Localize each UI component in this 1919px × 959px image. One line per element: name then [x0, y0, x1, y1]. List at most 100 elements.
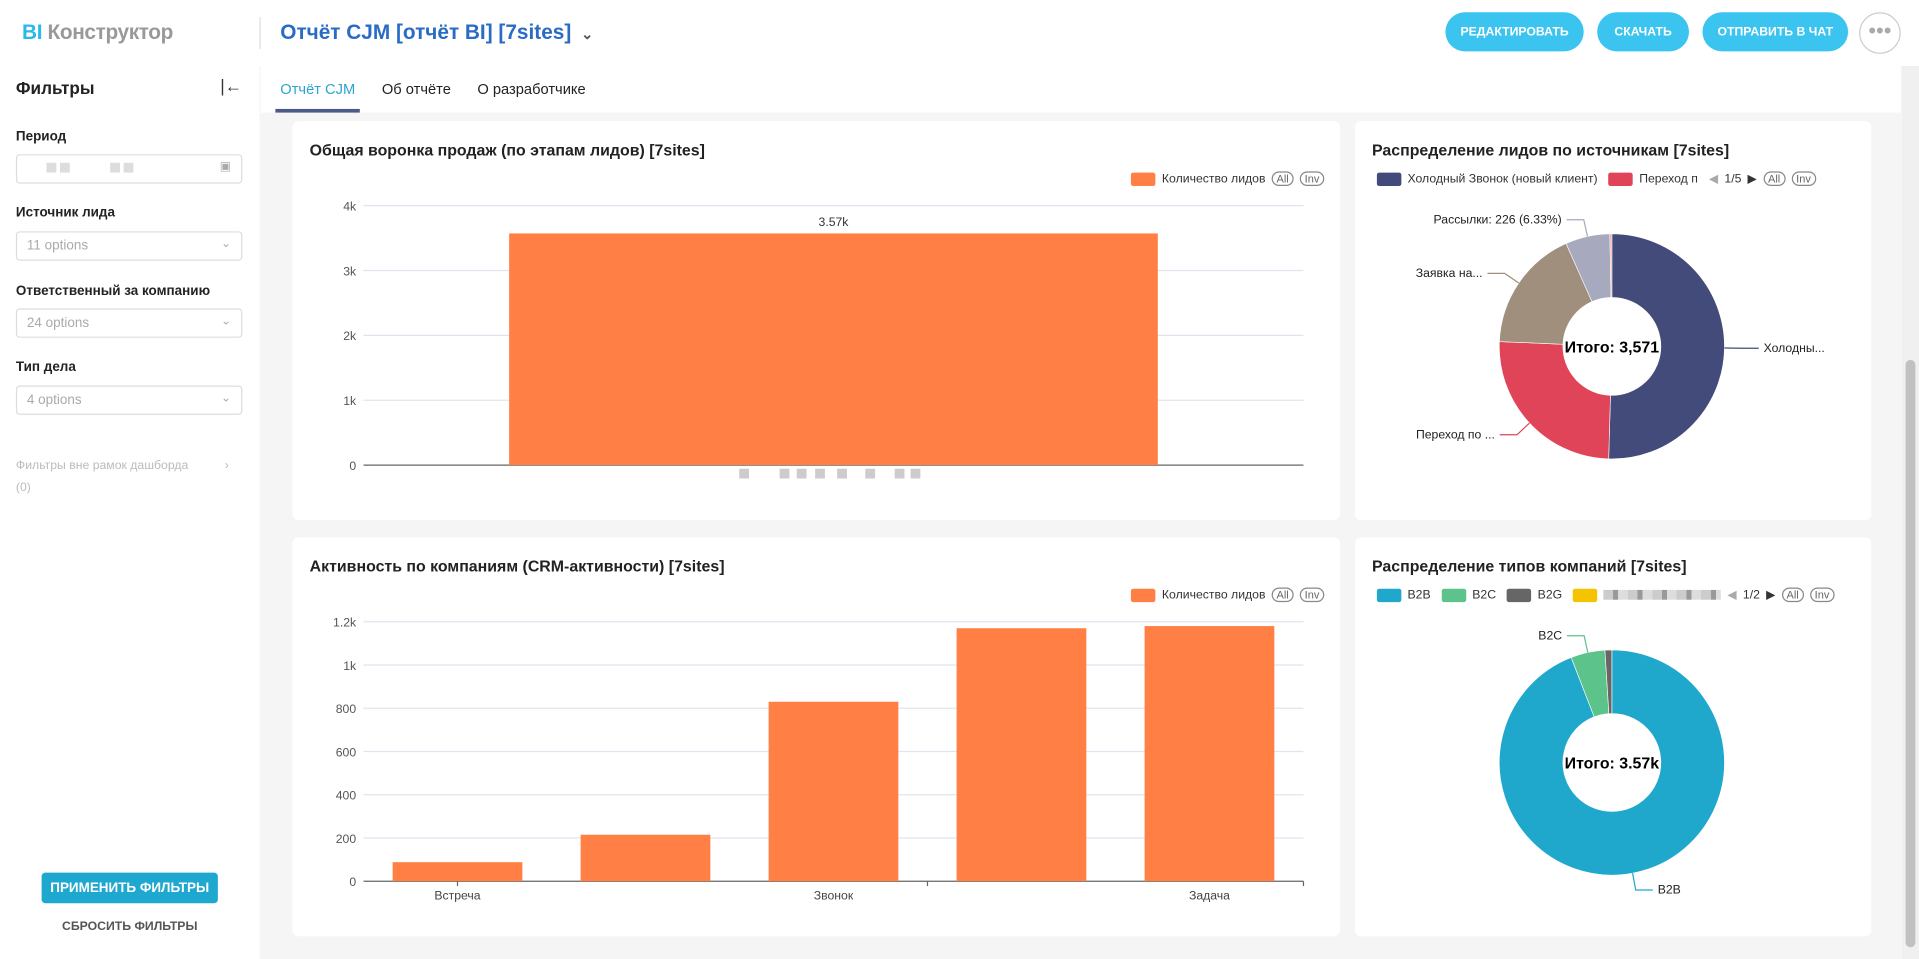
legend-next-icon[interactable]: ▶: [1747, 171, 1757, 186]
label-line: [1566, 635, 1589, 653]
calendar-icon[interactable]: ▣: [219, 160, 232, 174]
chart-legend: Количество лидов All Inv: [1131, 587, 1325, 603]
pie-slice[interactable]: [1609, 233, 1613, 298]
legend-swatch[interactable]: [1441, 588, 1467, 602]
legend-all-button[interactable]: All: [1271, 587, 1294, 603]
redacted-label: [910, 468, 921, 479]
y-tick-label: 4k: [343, 200, 357, 214]
legend-swatch[interactable]: [1376, 171, 1402, 186]
legend-invert-button[interactable]: Inv: [1809, 587, 1835, 603]
period-date-input[interactable]: ▣: [15, 154, 243, 184]
chart-title: Распределение лидов по источникам [7site…: [1371, 140, 1730, 160]
bar[interactable]: [580, 834, 711, 882]
pie-total-label: Итого: 3.57k: [1565, 756, 1660, 773]
slice-label: Заявка на...: [1416, 266, 1483, 280]
tab-about-report[interactable]: Об отчёте: [381, 80, 451, 98]
y-tick-label: 200: [336, 832, 357, 846]
lead-sources-chart-card: Распределение лидов по источникам [7site…: [1354, 121, 1872, 521]
bar[interactable]: [392, 862, 523, 882]
chevron-right-icon: ›: [224, 458, 229, 473]
collapse-sidebar-icon[interactable]: |←: [220, 75, 242, 96]
divider: [259, 17, 261, 49]
report-title[interactable]: Отчёт CJM [отчёт BI] [7sites] ⌄: [280, 21, 593, 45]
label-line: [1566, 219, 1589, 237]
redacted-legend-label: [1603, 589, 1722, 600]
more-options-button[interactable]: •••: [1859, 12, 1901, 54]
legend-swatch[interactable]: [1608, 171, 1634, 186]
redacted-label: [865, 468, 876, 479]
tab-report-cjm[interactable]: Отчёт CJM: [280, 80, 356, 98]
lead-source-select[interactable]: 11 options ⌄: [15, 231, 243, 261]
legend-all-button[interactable]: All: [1763, 171, 1786, 187]
deal-type-select[interactable]: 4 options ⌄: [15, 385, 243, 415]
header: BI Конструктор Отчёт CJM [отчёт BI] [7si…: [0, 0, 1919, 67]
slice-label: B2B: [1658, 883, 1681, 897]
download-button[interactable]: СКАЧАТЬ: [1597, 12, 1689, 52]
legend-prev-icon[interactable]: ◀: [1727, 588, 1737, 602]
legend-page: 1/5: [1724, 171, 1742, 186]
select-value: 24 options: [26, 315, 90, 331]
legend-invert-button[interactable]: Inv: [1791, 171, 1816, 187]
tab-bar: Отчёт CJM Об отчёте О разработчике: [260, 66, 1901, 113]
y-tick-label: 2k: [343, 329, 357, 343]
filter-label: Тип дела: [15, 359, 76, 375]
scrollbar-thumb[interactable]: [1905, 359, 1916, 948]
bar-data-label: 3.57k: [819, 215, 850, 229]
legend-swatch[interactable]: [1507, 588, 1532, 602]
pie-slice[interactable]: [1499, 341, 1611, 460]
bar[interactable]: [509, 233, 1158, 466]
send-to-chat-button[interactable]: ОТПРАВИТЬ В ЧАТ: [1702, 12, 1849, 52]
chart-legend: Холодный Звонок (новый клиент) Переход п ◀…: [1376, 171, 1816, 187]
y-tick-label: 600: [336, 745, 357, 759]
pie-slice[interactable]: [1499, 243, 1593, 345]
filters-title: Фильтры: [15, 78, 95, 98]
legend-invert-button[interactable]: Inv: [1299, 171, 1325, 187]
legend-label[interactable]: Количество лидов: [1161, 171, 1266, 186]
y-tick-label: 400: [336, 789, 357, 803]
outside-filters-label: Фильтры вне рамок дашборда: [15, 458, 189, 473]
legend-invert-button[interactable]: Inv: [1299, 587, 1325, 603]
chart-title: Распределение типов компаний [7sites]: [1371, 556, 1687, 576]
chevron-down-icon[interactable]: ⌄: [581, 25, 594, 43]
pie-slice[interactable]: [1499, 649, 1725, 876]
filters-sidebar: Фильтры |← Период ▣ Источник лида 11 opt…: [0, 66, 260, 959]
legend-next-icon[interactable]: ▶: [1766, 588, 1776, 602]
bar[interactable]: [1144, 626, 1275, 882]
chart-legend: B2B B2C B2G ◀ 1/2 ▶ All Inv: [1376, 587, 1835, 603]
responsible-select[interactable]: 24 options ⌄: [15, 308, 243, 338]
tab-about-developer[interactable]: О разработчике: [477, 80, 586, 98]
pie-slice[interactable]: [1604, 649, 1613, 714]
legend-all-button[interactable]: All: [1271, 171, 1294, 187]
legend-label[interactable]: Холодный Звонок (новый клиент): [1407, 171, 1598, 186]
legend-swatch[interactable]: [1376, 588, 1402, 602]
outside-filters-count: (0): [15, 480, 31, 495]
outside-filters-link[interactable]: Фильтры вне рамок дашборда › (0): [16, 455, 236, 499]
reset-filters-button[interactable]: СБРОСИТЬ ФИЛЬТРЫ: [61, 920, 198, 934]
redacted-label: [815, 468, 825, 479]
y-tick-label: 3k: [343, 264, 357, 278]
legend-swatch[interactable]: [1131, 588, 1156, 602]
legend-label[interactable]: Количество лидов: [1161, 588, 1266, 602]
legend-label[interactable]: B2G: [1537, 588, 1563, 602]
legend-prev-icon[interactable]: ◀: [1708, 171, 1719, 186]
pie-slice[interactable]: [1608, 233, 1725, 460]
bar[interactable]: [956, 628, 1087, 882]
bar[interactable]: [768, 701, 899, 882]
filter-label: Источник лида: [15, 205, 115, 221]
funnel-chart-card: Общая воронка продаж (по этапам лидов) […: [292, 121, 1341, 521]
apply-filters-button[interactable]: ПРИМЕНИТЬ ФИЛЬТРЫ: [41, 872, 218, 904]
legend-swatch[interactable]: [1573, 588, 1598, 602]
legend-label[interactable]: B2B: [1407, 588, 1431, 602]
chart-title: Активность по компаниям (CRM-активности)…: [309, 556, 725, 576]
redacted-label: [837, 468, 847, 479]
chevron-down-icon: ⌄: [221, 314, 232, 329]
legend-label[interactable]: Переход п: [1639, 171, 1698, 186]
slice-label: B2C: [1538, 628, 1562, 642]
legend-label[interactable]: B2C: [1472, 588, 1497, 602]
legend-swatch[interactable]: [1131, 171, 1156, 186]
legend-all-button[interactable]: All: [1781, 587, 1804, 603]
select-value: 4 options: [26, 392, 82, 408]
edit-button[interactable]: РЕДАКТИРОВАТЬ: [1445, 12, 1584, 52]
logo[interactable]: BI Конструктор: [22, 21, 173, 45]
scrollbar[interactable]: [1901, 66, 1919, 959]
